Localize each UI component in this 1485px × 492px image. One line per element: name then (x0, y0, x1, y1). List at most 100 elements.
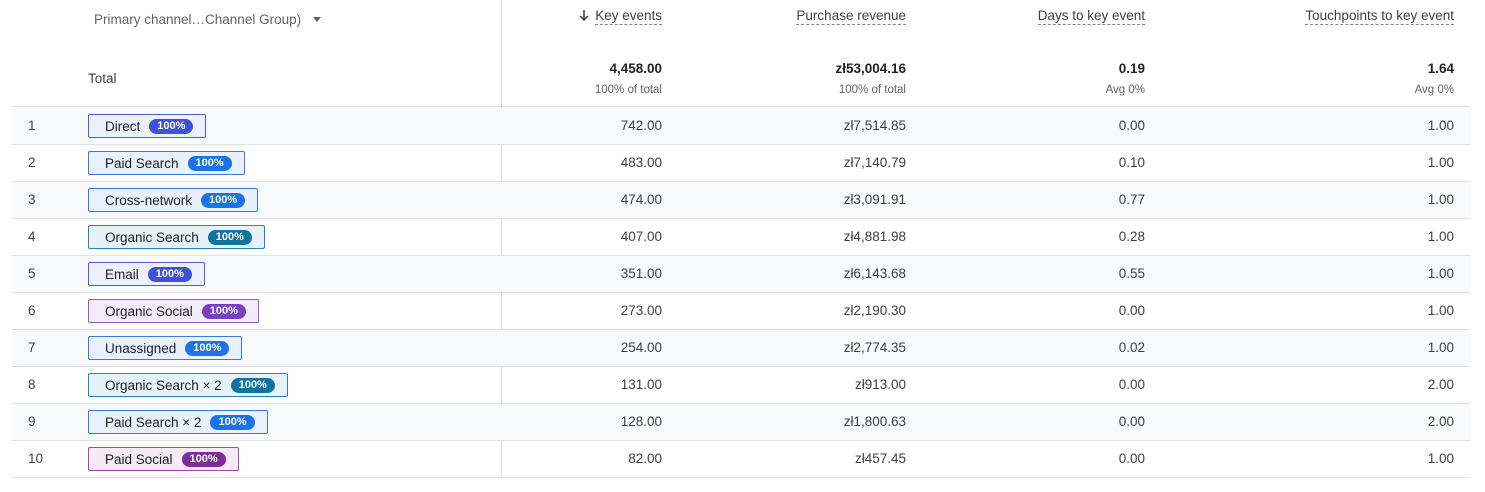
total-row: Total 4,458.00 100% of total zł53,004.16… (12, 40, 1470, 107)
cell-days-to-key-event: 0.00 (1118, 414, 1145, 429)
percent-badge: 100% (210, 414, 255, 430)
total-value: 0.19 (1118, 61, 1145, 76)
percent-badge: 100% (201, 192, 246, 208)
total-days-to-key-event: 0.19 Avg 0% (1106, 61, 1145, 96)
cell-key-events: 273.00 (620, 303, 662, 318)
total-subtext: 100% of total (838, 84, 906, 96)
percent-badge: 100% (147, 266, 192, 282)
dimension-selector[interactable]: Primary channel…Channel Group) (94, 10, 322, 28)
cell-days-to-key-event: 0.10 (1118, 155, 1145, 170)
cell-touchpoints: 1.00 (1427, 451, 1454, 466)
cell-purchase-revenue: zł913.00 (854, 377, 906, 392)
cell-purchase-revenue: zł7,140.79 (843, 155, 906, 170)
channel-label: Paid Social (105, 451, 173, 467)
row-index: 9 (28, 414, 36, 429)
column-header-key-events[interactable]: Key events (579, 8, 662, 25)
cell-purchase-revenue: zł2,774.35 (843, 340, 906, 355)
table-row: 6 Organic Social 100% 273.00 zł2,190.30 0.00 1… (12, 293, 1470, 330)
row-index: 4 (28, 229, 36, 244)
channel-chip[interactable]: Unassigned 100% (88, 336, 243, 360)
cell-key-events: 483.00 (620, 155, 662, 170)
total-subtext: Avg 0% (1414, 84, 1454, 96)
cell-purchase-revenue: zł2,190.30 (843, 303, 906, 318)
total-label: Total (88, 71, 117, 86)
channel-label: Direct (105, 118, 141, 134)
percent-badge: 100% (149, 118, 194, 134)
percent-badge: 100% (201, 303, 246, 319)
cell-days-to-key-event: 0.00 (1118, 451, 1145, 466)
cell-purchase-revenue: zł4,881.98 (843, 229, 906, 244)
table-row: 7 Unassigned 100% 254.00 zł2,774.35 0.02 1.00 (12, 330, 1470, 367)
channel-label: Organic Social (105, 303, 193, 319)
total-subtext: 100% of total (594, 84, 662, 96)
cell-key-events: 351.00 (620, 266, 662, 281)
column-header-days-to-key-event[interactable]: Days to key event (1037, 8, 1145, 25)
table-row: 10 Paid Social 100% 82.00 zł457.45 0.00 1.00 (12, 441, 1470, 478)
cell-key-events: 742.00 (620, 118, 662, 133)
total-value: zł53,004.16 (835, 61, 906, 76)
row-index: 8 (28, 377, 36, 392)
cell-touchpoints: 1.00 (1427, 155, 1454, 170)
cell-key-events: 254.00 (620, 340, 662, 355)
channel-chip[interactable]: Organic Search 100% (88, 225, 265, 249)
row-index: 3 (28, 192, 36, 207)
channel-label: Organic Search × 2 (105, 377, 222, 393)
channel-label: Paid Search (105, 155, 179, 171)
percent-badge: 100% (230, 377, 275, 393)
arrow-down-icon (579, 8, 589, 23)
total-purchase-revenue: zł53,004.16 100% of total (835, 61, 906, 96)
total-subtext: Avg 0% (1105, 84, 1145, 96)
table-row: 4 Organic Search 100% 407.00 zł4,881.98 0.28 1… (12, 219, 1470, 256)
cell-key-events: 407.00 (620, 229, 662, 244)
row-index: 6 (28, 303, 36, 318)
column-header-label: Purchase revenue (796, 8, 906, 25)
channel-chip[interactable]: Cross-network 100% (88, 188, 259, 212)
cell-key-events: 474.00 (620, 192, 662, 207)
channel-label: Cross-network (105, 192, 193, 208)
cell-touchpoints: 2.00 (1427, 377, 1454, 392)
cell-key-events: 82.00 (628, 451, 662, 466)
channel-chip[interactable]: Paid Social 100% (88, 447, 239, 471)
cell-touchpoints: 1.00 (1427, 118, 1454, 133)
cell-days-to-key-event: 0.28 (1118, 229, 1145, 244)
cell-purchase-revenue: zł457.45 (854, 451, 906, 466)
total-key-events: 4,458.00 100% of total (595, 61, 662, 96)
row-index: 10 (28, 451, 44, 466)
percent-badge: 100% (185, 340, 230, 356)
cell-purchase-revenue: zł3,091.91 (843, 192, 906, 207)
row-index: 2 (28, 155, 36, 170)
cell-days-to-key-event: 0.77 (1118, 192, 1145, 207)
percent-badge: 100% (187, 155, 232, 171)
cell-purchase-revenue: zł6,143.68 (843, 266, 906, 281)
cell-purchase-revenue: zł7,514.85 (843, 118, 906, 133)
channel-chip[interactable]: Paid Search 100% (88, 151, 245, 175)
channel-label: Unassigned (105, 340, 177, 356)
cell-days-to-key-event: 0.00 (1118, 303, 1145, 318)
cell-touchpoints: 1.00 (1427, 266, 1454, 281)
table-row: 1 Direct 100% 742.00 zł7,514.85 0.00 1.00 (12, 108, 1470, 145)
channel-chip[interactable]: Paid Search × 2 100% (88, 410, 268, 434)
row-index: 1 (28, 118, 36, 133)
channel-chip[interactable]: Organic Social 100% (88, 299, 259, 323)
cell-key-events: 131.00 (620, 377, 662, 392)
cell-days-to-key-event: 0.00 (1118, 118, 1145, 133)
table-row: 9 Paid Search × 2 100% 128.00 zł1,800.63 0.00… (12, 404, 1470, 441)
cell-days-to-key-event: 0.02 (1118, 340, 1145, 355)
caret-down-icon (313, 16, 322, 22)
table-row: 2 Paid Search 100% 483.00 zł7,140.79 0.10 1.00 (12, 145, 1470, 182)
row-index: 7 (28, 340, 36, 355)
column-header-touchpoints[interactable]: Touchpoints to key event (1305, 8, 1454, 25)
table-row: 5 Email 100% 351.00 zł6,143.68 0.55 1.00 (12, 256, 1470, 293)
row-index: 5 (28, 266, 36, 281)
channel-chip[interactable]: Direct 100% (88, 114, 207, 138)
channel-chip[interactable]: Organic Search × 2 100% (88, 373, 288, 397)
column-header-purchase-revenue[interactable]: Purchase revenue (796, 8, 906, 25)
cell-touchpoints: 1.00 (1427, 229, 1454, 244)
cell-touchpoints: 2.00 (1427, 414, 1454, 429)
column-divider (501, 0, 502, 477)
total-touchpoints: 1.64 Avg 0% (1415, 61, 1454, 96)
channel-chip[interactable]: Email 100% (88, 262, 205, 286)
dimension-selector-label: Primary channel…Channel Group) (94, 11, 302, 27)
channel-label: Paid Search × 2 (105, 414, 202, 430)
cell-key-events: 128.00 (620, 414, 662, 429)
